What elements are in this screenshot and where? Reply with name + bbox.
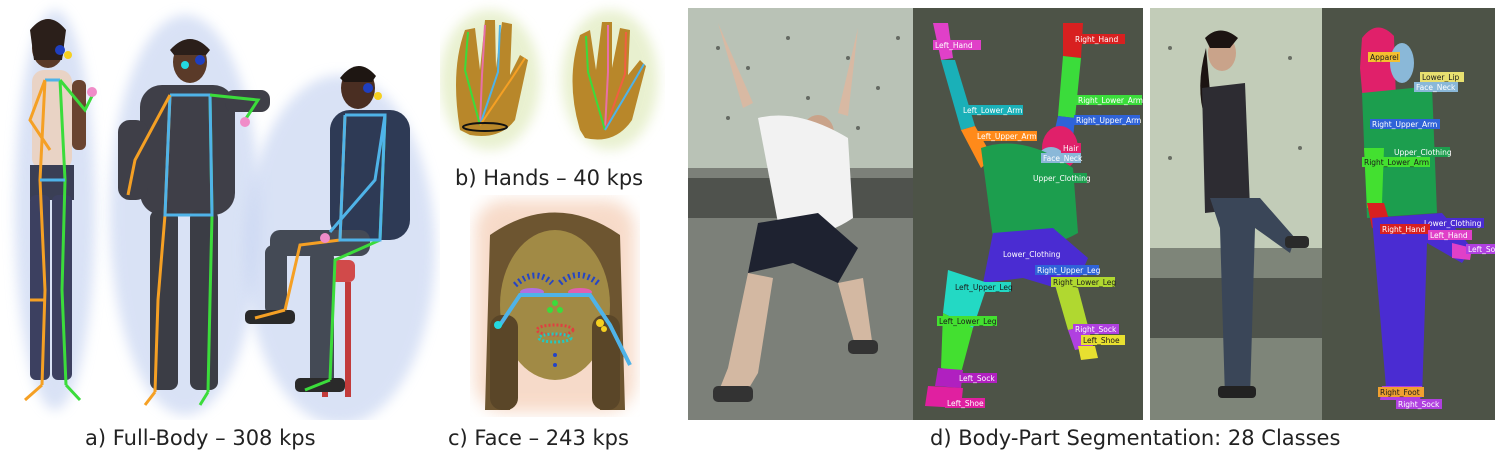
svg-text:Right_Foot: Right_Foot <box>1380 388 1420 397</box>
seg1-label-face-neck: Face_Neck <box>1041 153 1083 163</box>
person-seated <box>245 65 435 420</box>
svg-text:Upper_Clothing: Upper_Clothing <box>1033 174 1091 183</box>
seg2-label-right-hand: Right_Hand <box>1380 224 1430 234</box>
svg-text:Left_Shoe: Left_Shoe <box>947 399 984 408</box>
svg-text:Right_Upper_Arm: Right_Upper_Arm <box>1076 116 1141 125</box>
seg1-label-right-sock: Right_Sock <box>1073 324 1119 334</box>
seg2-label-right-upper-arm: Right_Upper_Arm <box>1370 119 1440 129</box>
svg-text:Right_Upper_Arm: Right_Upper_Arm <box>1372 120 1437 129</box>
svg-text:Lower_Lip: Lower_Lip <box>1422 73 1459 82</box>
face-panel <box>470 195 640 417</box>
svg-text:Right_Lower_Arm: Right_Lower_Arm <box>1364 158 1429 167</box>
segmentation-photo-1 <box>688 8 913 420</box>
seg1-label-left-upper-arm: Left_Upper_Arm <box>975 131 1037 141</box>
seg2-label-upper-clothing: Upper_Clothing <box>1392 147 1452 157</box>
segmentation-mask-1: Left_Hand Right_Hand Right_Lower_Arm Lef… <box>913 8 1143 420</box>
person-hoodie <box>110 15 270 415</box>
seg1-label-left-hand: Left_Hand <box>933 40 981 50</box>
svg-text:Right_Lower_Arm: Right_Lower_Arm <box>1078 96 1143 105</box>
seg2-label-right-foot: Right_Foot <box>1378 387 1424 397</box>
seg1-label-left-upper-leg: Left_Upper_Leg <box>953 282 1013 292</box>
svg-text:Face_Neck: Face_Neck <box>1043 154 1083 163</box>
caption-hands: b) Hands – 40 kps <box>455 166 644 190</box>
seg2-label-apparel: Apparel <box>1368 52 1400 62</box>
svg-text:Lower_Clothing: Lower_Clothing <box>1424 219 1482 228</box>
lunge-segmentation-mask: Left_Hand Right_Hand Right_Lower_Arm Lef… <box>925 23 1143 408</box>
seg1-label-left-shoe: Left_Shoe <box>1081 335 1125 345</box>
seg1-label-right-lower-arm: Right_Lower_Arm <box>1076 95 1143 105</box>
caption-segmentation: d) Body-Part Segmentation: 28 Classes <box>930 426 1341 450</box>
seg1-label-left-lower-arm: Left_Lower_Arm <box>961 105 1023 115</box>
svg-text:Left_Sock: Left_Sock <box>959 374 995 383</box>
svg-text:Left_Hand: Left_Hand <box>935 41 973 50</box>
svg-text:Right_Hand: Right_Hand <box>1382 225 1425 234</box>
svg-text:Right_Sock: Right_Sock <box>1398 400 1440 409</box>
seg1-label-right-upper-leg: Right_Upper_Leg <box>1035 265 1101 275</box>
svg-text:Face_Neck: Face_Neck <box>1416 83 1456 92</box>
svg-text:Upper_Clothing: Upper_Clothing <box>1394 148 1452 157</box>
segmentation-mask-2: Apparel Lower_Lip Face_Neck Right_Upper_… <box>1322 8 1495 420</box>
full-body-panel <box>0 0 440 420</box>
seg1-label-right-upper-arm: Right_Upper_Arm <box>1074 115 1141 125</box>
seg1-label-right-lower-leg: Right_Lower_Leg <box>1051 277 1116 287</box>
face-illustration <box>475 200 635 412</box>
segmentation-photo-2 <box>1150 8 1322 420</box>
svg-text:Left_Soc: Left_Soc <box>1468 245 1495 254</box>
svg-text:Right_Hand: Right_Hand <box>1075 35 1118 44</box>
svg-text:Apparel: Apparel <box>1370 53 1399 62</box>
seg1-label-right-hand: Right_Hand <box>1073 34 1125 44</box>
caption-face: c) Face – 243 kps <box>448 426 629 450</box>
svg-text:Left_Lower_Leg: Left_Lower_Leg <box>939 317 997 326</box>
svg-text:Right_Lower_Leg: Right_Lower_Leg <box>1053 278 1116 287</box>
seg2-label-lower-lip: Lower_Lip <box>1420 72 1464 82</box>
svg-text:Left_Upper_Arm: Left_Upper_Arm <box>977 132 1037 141</box>
svg-text:Lower_Clothing: Lower_Clothing <box>1003 250 1061 259</box>
seg1-label-left-sock: Left_Sock <box>957 373 997 383</box>
seg1-label-upper-clothing: Upper_Clothing <box>1031 173 1091 183</box>
right-hand-model <box>562 10 658 150</box>
svg-text:Right_Upper_Leg: Right_Upper_Leg <box>1037 266 1101 275</box>
svg-text:Left_Lower_Arm: Left_Lower_Arm <box>963 106 1022 115</box>
seg1-label-lower-clothing: Lower_Clothing <box>1001 249 1061 259</box>
seg2-label-right-sock: Right_Sock <box>1396 399 1442 409</box>
svg-text:Right_Sock: Right_Sock <box>1075 325 1117 334</box>
lunge-photo <box>688 8 913 420</box>
seg1-label-hair: Hair <box>1061 143 1081 153</box>
caption-full-body: a) Full-Body – 308 kps <box>85 426 316 450</box>
hands-panel <box>440 0 665 165</box>
seg2-label-face-neck: Face_Neck <box>1414 82 1458 92</box>
seg2-label-left-sock: Left_Soc <box>1466 244 1495 254</box>
seg2-label-right-lower-arm: Right_Lower_Arm <box>1362 157 1430 167</box>
seg2-label-left-hand: Left_Hand <box>1428 230 1472 240</box>
svg-text:Left_Upper_Leg: Left_Upper_Leg <box>955 283 1013 292</box>
person-standing-woman <box>15 10 97 410</box>
hands-illustration <box>440 10 658 150</box>
seg1-label-left-lower-leg: Left_Lower_Leg <box>937 316 997 326</box>
seg2-label-lower-clothing: Lower_Clothing <box>1422 218 1484 228</box>
standing-segmentation-mask: Apparel Lower_Lip Face_Neck Right_Upper_… <box>1360 27 1495 409</box>
left-hand-model <box>440 10 540 150</box>
svg-text:Left_Shoe: Left_Shoe <box>1083 336 1120 345</box>
full-body-illustration <box>15 10 435 420</box>
standing-photo <box>1150 8 1322 420</box>
svg-text:Hair: Hair <box>1063 144 1079 153</box>
svg-text:Left_Hand: Left_Hand <box>1430 231 1468 240</box>
seg1-label-left-shoe-bottom: Left_Shoe <box>945 398 985 408</box>
